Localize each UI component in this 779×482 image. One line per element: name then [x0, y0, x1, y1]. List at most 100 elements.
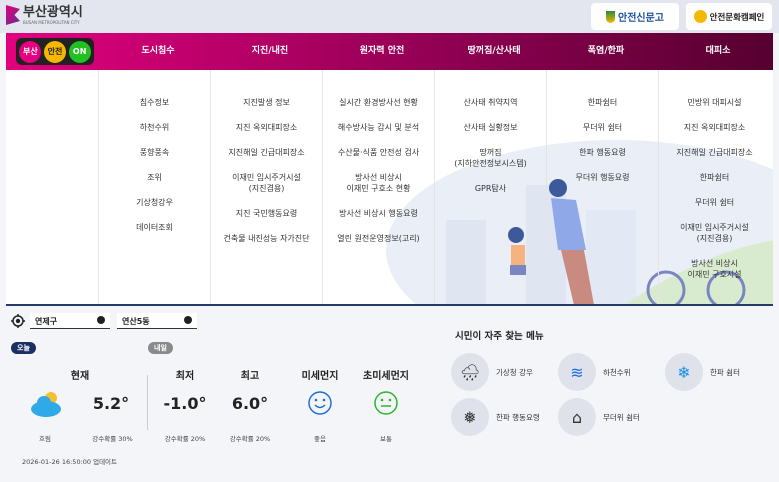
mega-menu-link[interactable]: 지진발생 정보 — [243, 98, 290, 107]
mega-menu-link[interactable]: 무더위 쉼터 — [694, 198, 735, 207]
divider — [147, 375, 148, 430]
district-select[interactable]: 연제구 — [30, 313, 110, 329]
chevron-down-icon — [184, 316, 192, 324]
top-bar: 부산광역시 BUSAN METROPOLITAN CITY 안전신문고 안전문화캠… — [0, 0, 779, 33]
smile-face-icon — [308, 391, 332, 415]
cold-shelter-icon: ❄ — [665, 353, 703, 391]
mega-menu-link[interactable]: 지진해일 긴급대피장소 — [676, 148, 753, 157]
pm25-status: 보통 — [380, 435, 392, 443]
district-value: 연제구 — [35, 317, 58, 326]
campaign-mascot-icon — [693, 10, 707, 23]
nav-sinkhole[interactable]: 땅꺼짐/산사태 — [467, 46, 521, 56]
tab-today[interactable]: 오늘 — [11, 342, 36, 354]
current-condition: 흐림 — [39, 435, 51, 443]
mega-menu-link[interactable]: 이재민 임시주거시설 (지진겸용) — [680, 223, 749, 243]
tab-tomorrow[interactable]: 내일 — [148, 342, 173, 354]
quick-heat-shelter[interactable]: ⌂ 무더위 쉼터 — [558, 398, 640, 436]
logo-mark-icon — [6, 5, 20, 25]
safety-campaign-label: 안전문화캠페인 — [709, 12, 765, 23]
mega-menu-link[interactable]: 데이터조회 — [136, 223, 173, 232]
low-rain: 강수확률 20% — [164, 435, 206, 443]
mega-menu-link[interactable]: 건축물 내진성능 자가진단 — [223, 234, 310, 243]
mega-menu-link[interactable]: 기상청강우 — [136, 198, 173, 207]
current-temp: 5.2° — [92, 394, 130, 413]
nav-flood[interactable]: 도시침수 — [141, 46, 175, 56]
quick-rain-gauge[interactable]: 🌧 기상청 강우 — [451, 353, 533, 391]
quick-label: 하천수위 — [603, 367, 631, 377]
low-temp: -1.0° — [163, 394, 207, 413]
safety-campaign-button[interactable]: 안전문화캠페인 — [686, 3, 772, 30]
nav-earthquake[interactable]: 지진/내진 — [251, 46, 289, 56]
mega-menu-link[interactable]: 풍향풍속 — [139, 148, 170, 157]
light-green: ON — [68, 40, 91, 63]
logo-subtext: BUSAN METROPOLITAN CITY — [23, 19, 80, 25]
rain-gauge-icon: 🌧 — [451, 353, 489, 391]
low-label: 최저 — [175, 371, 195, 382]
main-nav: 부산 안전 ON 도시침수 지진/내진 원자력 안전 땅꺼짐/산사태 폭염/한파… — [6, 33, 773, 70]
mega-menu-link[interactable]: 땅꺼짐 (지하안전정보시스템) — [454, 148, 527, 168]
mega-menu-link[interactable]: 이재민 임시주거시설 (지진겸용) — [232, 173, 301, 193]
mega-menu-link[interactable]: 한파 행동요령 — [579, 148, 626, 157]
mega-menu-link[interactable]: 지진 옥외대피장소 — [235, 123, 298, 132]
quick-menu-title: 시민이 자주 찾는 메뉴 — [455, 331, 544, 342]
quick-cold-guide[interactable]: ❅ 한파 행동요령 — [451, 398, 540, 436]
partly-cloudy-icon — [31, 392, 61, 417]
mega-menu-link[interactable]: 산사태 취약지역 — [463, 98, 518, 107]
mega-menu: 침수정보 하천수위 풍향풍속 조위 기상청강우 데이터조회 지진발생 정보 지진 옥외대피장소… — [6, 70, 773, 306]
busan-logo[interactable]: 부산광역시 BUSAN METROPOLITAN CITY — [6, 5, 83, 25]
location-target-icon[interactable] — [11, 314, 25, 328]
pm10-status: 좋음 — [314, 435, 326, 443]
current-rain: 강수확률 30% — [92, 435, 133, 443]
high-rain: 강수확률 20% — [229, 435, 271, 443]
nav-heat-cold[interactable]: 폭염/한파 — [587, 46, 625, 56]
nav-shelter[interactable]: 대피소 — [705, 46, 731, 56]
nav-nuclear[interactable]: 원자력 안전 — [359, 46, 405, 56]
mega-menu-link[interactable]: 지진해일 긴급대피장소 — [228, 148, 305, 157]
dong-select[interactable]: 연산5동 — [117, 313, 197, 329]
mega-menu-link[interactable]: 방사선 비상시 행동요령 — [339, 209, 418, 218]
busan-safety-on-logo[interactable]: 부산 안전 ON — [16, 38, 94, 65]
chevron-down-icon — [97, 316, 105, 324]
mega-menu-link[interactable]: GPR탐사 — [474, 184, 507, 193]
mega-menu-link[interactable]: 무더위 쉼터 — [582, 123, 623, 132]
mega-menu-link[interactable]: 하천수위 — [139, 123, 170, 132]
quick-label: 한파 행동요령 — [496, 412, 540, 422]
quick-label: 한파 쉼터 — [710, 367, 740, 377]
quick-cold-shelter[interactable]: ❄ 한파 쉼터 — [665, 353, 740, 391]
mega-menu-link[interactable]: 무더위 행동요령 — [575, 173, 630, 182]
mega-menu-link[interactable]: 열린 원전운영정보(고리) — [337, 234, 420, 243]
light-yellow: 안전 — [43, 40, 66, 63]
safety-report-label: 안전신문고 — [618, 13, 664, 24]
high-temp: 6.0° — [231, 394, 269, 413]
mega-menu-link[interactable]: 침수정보 — [139, 98, 170, 107]
mega-menu-link[interactable]: 한파쉼터 — [699, 173, 730, 182]
heat-shelter-icon: ⌂ — [558, 398, 596, 436]
high-label: 최고 — [240, 371, 260, 382]
park-illustration — [386, 140, 773, 304]
thermometer-snow-icon: ❅ — [451, 398, 489, 436]
logo-text: 부산광역시 — [23, 4, 83, 20]
mega-menu-link[interactable]: 실시간 환경방사선 현황 — [339, 98, 418, 107]
mega-menu-link[interactable]: 방사선 비상시 이재민 구호시설 — [687, 259, 742, 279]
quick-label: 기상청 강우 — [496, 367, 533, 377]
mega-menu-link[interactable]: 방사선 비상시 이재민 구호소 현황 — [346, 173, 411, 193]
neutral-face-icon — [374, 391, 398, 415]
mega-menu-link[interactable]: 지진 국민행동요령 — [235, 209, 298, 218]
light-red: 부산 — [19, 40, 42, 63]
quick-water-level[interactable]: ≋ 하천수위 — [558, 353, 631, 391]
mega-menu-link[interactable]: 조위 — [147, 173, 162, 182]
mega-menu-link[interactable]: 해수방사능 감시 및 분석 — [337, 123, 420, 132]
safety-report-button[interactable]: 안전신문고 — [591, 3, 679, 30]
mega-menu-link[interactable]: 민방위 대피시설 — [687, 98, 742, 107]
mega-menu-link[interactable]: 지진 옥외대피장소 — [683, 123, 746, 132]
update-time: 2026-01-26 16:50:00 업데이트 — [22, 458, 118, 466]
mega-menu-link[interactable]: 수산물·식품 안전성 검사 — [337, 148, 420, 157]
mega-menu-link[interactable]: 한파쉼터 — [587, 98, 618, 107]
mega-menu-link[interactable]: 산사태 실황정보 — [463, 123, 518, 132]
